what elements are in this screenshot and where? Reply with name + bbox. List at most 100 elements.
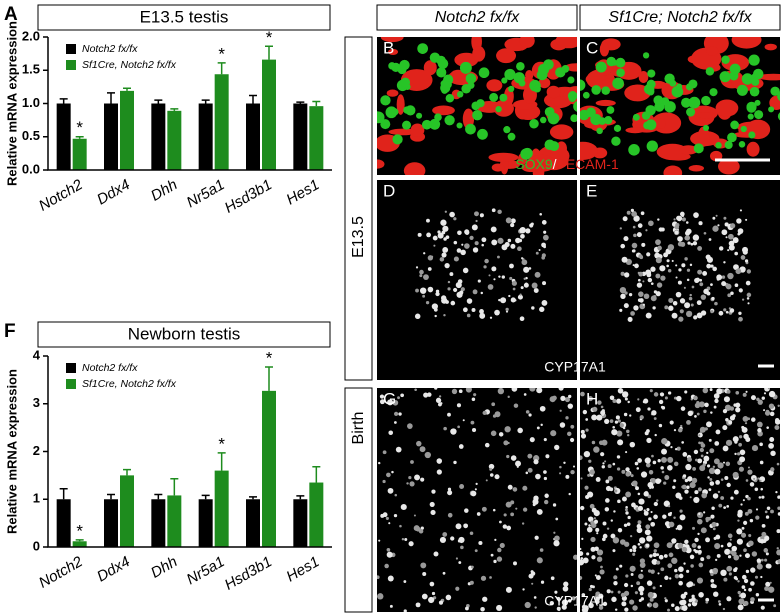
y-axis-label: Relative mRNA expression <box>4 369 19 534</box>
cyp-cell <box>733 403 737 407</box>
red-signal <box>595 99 616 107</box>
cyp-cell <box>743 548 747 553</box>
cyp-cell <box>728 240 735 247</box>
cyp-cell <box>413 525 420 532</box>
cyp-cell <box>386 551 393 558</box>
cyp-cell <box>509 263 514 269</box>
cyp-cell <box>457 539 461 543</box>
cyp-cell <box>427 286 434 293</box>
significance-marker: * <box>266 348 273 367</box>
x-tick-label: Notch2 <box>36 553 86 592</box>
cyp-cell <box>714 301 718 306</box>
legend-swatch <box>66 60 76 70</box>
cyp-cell <box>499 520 502 524</box>
cyp-cell <box>681 263 686 268</box>
cyp-cell <box>661 456 667 463</box>
cyp-cell <box>723 396 730 403</box>
cyp-cell <box>400 503 407 511</box>
cyp-cell <box>751 444 759 452</box>
cyp-cell <box>776 547 779 550</box>
cyp-cell <box>591 507 597 513</box>
cyp-cell <box>636 282 643 288</box>
cyp-cell <box>584 485 589 490</box>
cyp-cell <box>542 281 547 286</box>
cyp-cell <box>766 426 769 429</box>
cyp-cell <box>427 392 432 397</box>
green-nucleus <box>440 82 451 94</box>
green-nucleus <box>754 110 764 120</box>
cyp-cell <box>646 580 653 586</box>
cyp-cell <box>623 582 629 588</box>
cyp-cell <box>531 582 534 585</box>
cyp-cell <box>727 555 732 559</box>
cyp-cell <box>617 590 621 594</box>
cyp-cell <box>625 471 631 477</box>
green-nucleus <box>503 126 511 134</box>
green-nucleus <box>632 113 640 121</box>
cyp-cell <box>633 305 639 311</box>
cyp-cell <box>535 251 539 255</box>
cyp-cell <box>678 566 684 573</box>
cyp-cell <box>629 534 633 538</box>
cyp-cell <box>766 506 771 510</box>
cyp-cell <box>726 389 731 394</box>
cyp-cell <box>430 509 436 516</box>
cyp-cell <box>377 575 380 580</box>
cyp-cell <box>387 487 394 494</box>
cyp-cell <box>638 537 646 544</box>
y-tick-label: 4 <box>33 347 41 362</box>
cyp-cell <box>517 294 523 300</box>
cyp-cell <box>774 425 780 430</box>
cyp-cell <box>699 447 704 453</box>
cyp-cell <box>604 418 610 424</box>
cyp-cell <box>647 602 653 608</box>
cyp-cell <box>637 492 641 496</box>
cyp-cell <box>708 467 716 475</box>
cyp-cell <box>527 453 533 459</box>
cyp-cell <box>718 246 724 251</box>
cyp-cell <box>650 521 656 527</box>
green-nucleus <box>753 68 764 80</box>
cyp-cell <box>763 392 767 395</box>
legend-swatch <box>66 379 76 389</box>
green-nucleus <box>391 108 399 116</box>
cyp-cell <box>703 231 707 235</box>
cyp-cell <box>471 224 478 231</box>
cyp-cell <box>671 259 674 262</box>
red-signal <box>472 46 486 62</box>
cyp-cell <box>684 257 688 261</box>
cyp-cell <box>764 410 771 416</box>
cyp-cell <box>404 537 408 541</box>
cyp-cell <box>696 400 700 405</box>
cyp-cell <box>696 300 702 306</box>
micrograph-bg <box>580 180 780 380</box>
cyp-cell <box>656 499 659 502</box>
cyp-cell <box>733 489 739 495</box>
error-bar <box>123 468 131 476</box>
cyp-cell <box>638 498 645 505</box>
cyp-cell <box>496 556 503 562</box>
cyp-cell <box>451 388 458 395</box>
cyp-cell <box>646 508 650 512</box>
green-nucleus <box>465 123 476 135</box>
cyp-cell <box>604 507 610 512</box>
cyp-cell <box>668 552 674 558</box>
cyp-cell <box>640 211 645 216</box>
cyp-cell <box>660 567 665 572</box>
cyp-cell <box>694 537 699 543</box>
cyp-cell <box>713 536 717 540</box>
cyp-cell <box>691 285 695 289</box>
cyp-cell <box>567 403 574 409</box>
cyp-cell <box>632 549 637 553</box>
cyp-cell <box>756 563 763 570</box>
cyp-cell <box>666 264 669 268</box>
cyp-cell <box>712 225 719 232</box>
cyp-cell <box>777 559 780 565</box>
cyp-cell <box>624 397 628 401</box>
cyp-cell <box>613 510 616 513</box>
cyp-cell <box>666 542 673 549</box>
cyp-cell <box>656 282 663 288</box>
cyp-cell <box>555 517 559 521</box>
cyp-cell <box>720 544 724 548</box>
cyp-cell <box>560 395 566 401</box>
